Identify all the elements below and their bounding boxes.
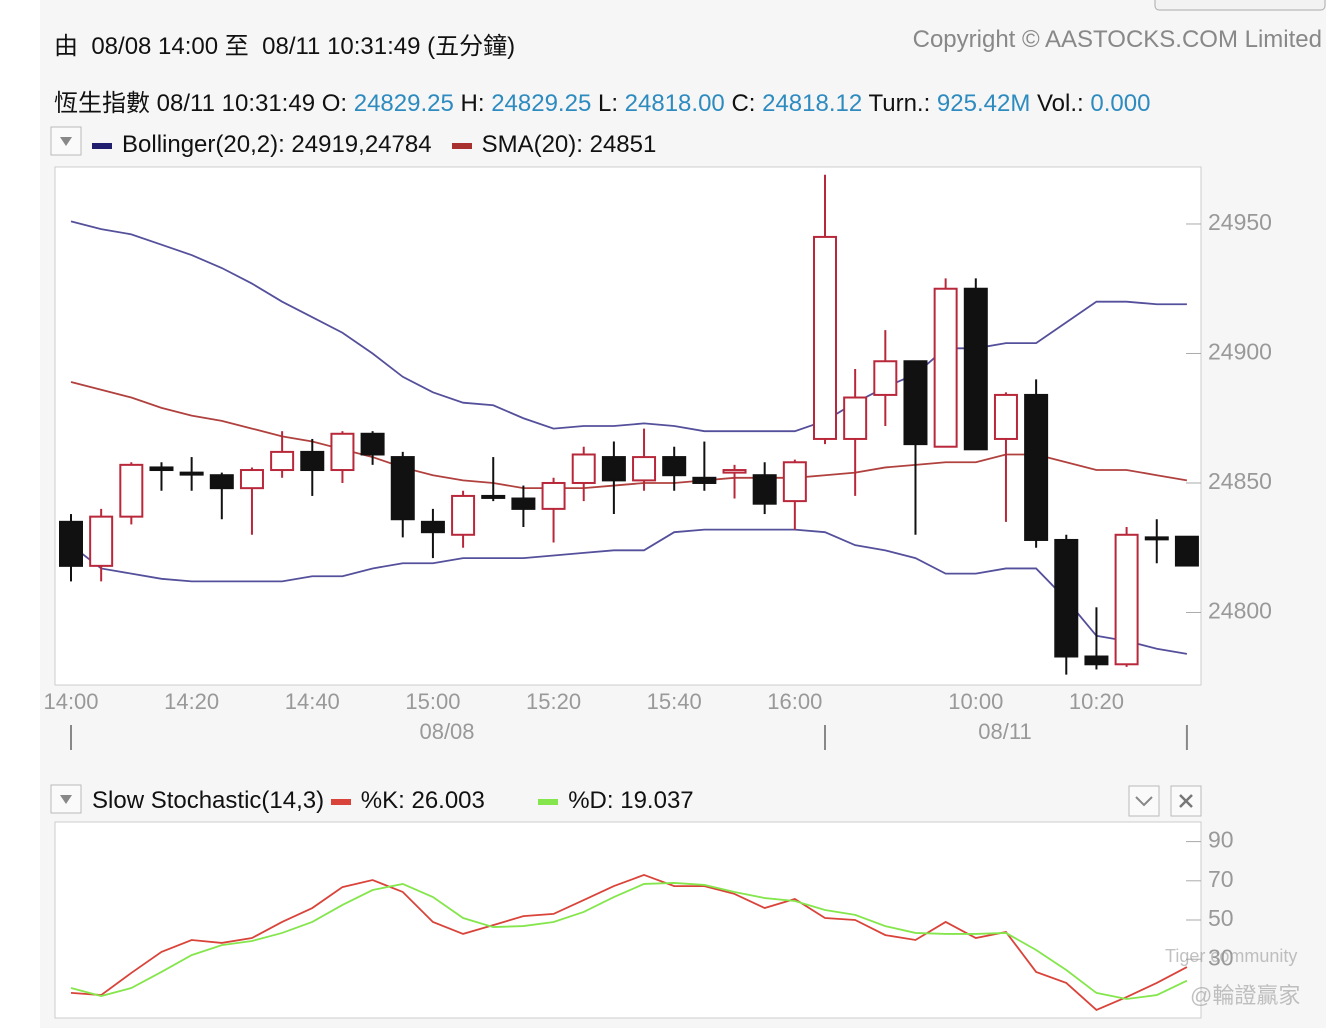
y-tick-label: 90 bbox=[1208, 827, 1234, 853]
candle-body bbox=[1144, 536, 1169, 541]
quote-time: 08/11 10:31:49 bbox=[156, 90, 316, 117]
candle-body bbox=[782, 461, 807, 503]
legend: Slow Stochastic(14,3) %K: 26.003 %D: 19.… bbox=[92, 787, 694, 815]
candle-body bbox=[692, 476, 717, 484]
candle-body bbox=[89, 515, 114, 567]
range: 由 08/08 14:00 至 08/11 10:31:49 (五分鐘) bbox=[54, 33, 516, 60]
x-tick-label: 14:40 bbox=[285, 689, 340, 714]
field-value: 24829.25 bbox=[491, 90, 592, 117]
quote-name: 恆生指數 bbox=[54, 90, 150, 117]
candle-body bbox=[1084, 655, 1109, 666]
candle-body bbox=[300, 450, 325, 472]
field-label: Vol.: bbox=[1037, 90, 1084, 117]
candle-body bbox=[119, 463, 144, 518]
legend: Bollinger(20,2): 24919,24784 SMA(20): 24… bbox=[92, 131, 676, 159]
quote: 恆生指數 08/11 10:31:49 O: 24829.25 H: 24829… bbox=[54, 83, 1150, 118]
field-value: 24829.25 bbox=[353, 90, 454, 117]
candle-body bbox=[873, 360, 898, 396]
candle-body bbox=[451, 494, 476, 536]
y-tick-label: 24950 bbox=[1208, 209, 1272, 235]
y-tick-label: 30 bbox=[1208, 944, 1234, 970]
candle-body bbox=[1114, 533, 1139, 666]
candle-body bbox=[330, 432, 355, 472]
candle-body bbox=[571, 453, 596, 484]
candle-body bbox=[239, 469, 264, 490]
watermark: Tiger community bbox=[1165, 946, 1297, 966]
x-tick-label: 15:40 bbox=[647, 689, 702, 714]
legend-swatch bbox=[538, 798, 559, 805]
candle-body bbox=[270, 450, 295, 472]
candle-body bbox=[1024, 393, 1049, 541]
date-label: 08/11 bbox=[978, 719, 1031, 744]
candle-body bbox=[209, 474, 234, 490]
watermark: @輪證贏家 bbox=[1190, 983, 1300, 1008]
candle-body bbox=[752, 474, 777, 505]
y-tick-label: 70 bbox=[1208, 866, 1234, 892]
field-label: C: bbox=[731, 90, 756, 117]
candle-body bbox=[601, 456, 626, 482]
candle-body bbox=[149, 466, 174, 472]
candle-body bbox=[632, 456, 657, 482]
candle-body bbox=[59, 520, 83, 567]
candle-body bbox=[179, 471, 204, 476]
legend-text: Bollinger(20,2): 24919,24784 bbox=[122, 131, 432, 158]
legend-swatch bbox=[451, 142, 472, 149]
candle-body bbox=[1174, 535, 1199, 567]
candle-body bbox=[933, 287, 958, 448]
x-tick-label: 14:20 bbox=[164, 689, 219, 714]
candle-body bbox=[993, 393, 1018, 440]
field-value: 24818.00 bbox=[624, 90, 725, 117]
field-label: Turn.: bbox=[868, 90, 931, 117]
candle-body bbox=[843, 396, 868, 440]
toolbar bbox=[1154, 0, 1326, 11]
candle-body bbox=[420, 520, 445, 534]
candle-body bbox=[903, 360, 928, 446]
candle-body bbox=[360, 432, 385, 456]
candle-body bbox=[541, 481, 566, 510]
collapse-btn[interactable] bbox=[1128, 785, 1160, 817]
field-label: L: bbox=[597, 90, 618, 117]
x-tick-label: 15:20 bbox=[526, 689, 581, 714]
dropdown-btn[interactable] bbox=[50, 126, 82, 156]
legend-swatch bbox=[92, 142, 112, 149]
line-series bbox=[70, 381, 1188, 490]
line-series bbox=[70, 220, 1187, 433]
field-value: 0.000 bbox=[1090, 90, 1151, 117]
field-label: H: bbox=[460, 90, 485, 117]
y-tick-label: 24900 bbox=[1208, 339, 1272, 365]
candle-body bbox=[722, 469, 747, 474]
candle-body bbox=[481, 494, 506, 499]
legend-swatch bbox=[330, 798, 351, 805]
x-tick-label: 10:00 bbox=[948, 689, 1003, 714]
y-tick-label: 24800 bbox=[1208, 598, 1272, 624]
candle-body bbox=[662, 456, 687, 477]
line-series bbox=[70, 528, 1188, 655]
dropdown-btn[interactable] bbox=[50, 784, 82, 814]
candle-body bbox=[1054, 538, 1079, 658]
x-tick-label: 15:00 bbox=[405, 689, 460, 714]
stoch-title: Slow Stochastic(14,3) bbox=[92, 787, 325, 814]
field-label: O: bbox=[321, 90, 348, 117]
line-series bbox=[70, 882, 1188, 1000]
field-value: 24818.12 bbox=[762, 90, 863, 117]
candle-body bbox=[813, 235, 837, 440]
legend-text: %D: 19.037 bbox=[568, 787, 694, 814]
candle-body bbox=[390, 456, 415, 521]
candle-body bbox=[963, 287, 988, 451]
x-tick-label: 10:20 bbox=[1069, 689, 1124, 714]
candle-body bbox=[511, 497, 536, 510]
y-tick-label: 50 bbox=[1208, 905, 1234, 931]
y-tick-label: 24850 bbox=[1208, 468, 1272, 494]
copyright: Copyright © AASTOCKS.COM Limited bbox=[912, 26, 1322, 53]
legend-text: %K: 26.003 bbox=[360, 787, 485, 814]
legend-text: SMA(20): 24851 bbox=[481, 131, 657, 158]
stoch-plot bbox=[54, 821, 1202, 1019]
x-tick-label: 14:00 bbox=[43, 689, 98, 714]
field-value: 925.42M bbox=[936, 90, 1031, 117]
x-tick-label: 16:00 bbox=[767, 689, 822, 714]
date-label: 08/08 bbox=[419, 719, 474, 744]
close-btn[interactable] bbox=[1170, 785, 1202, 817]
